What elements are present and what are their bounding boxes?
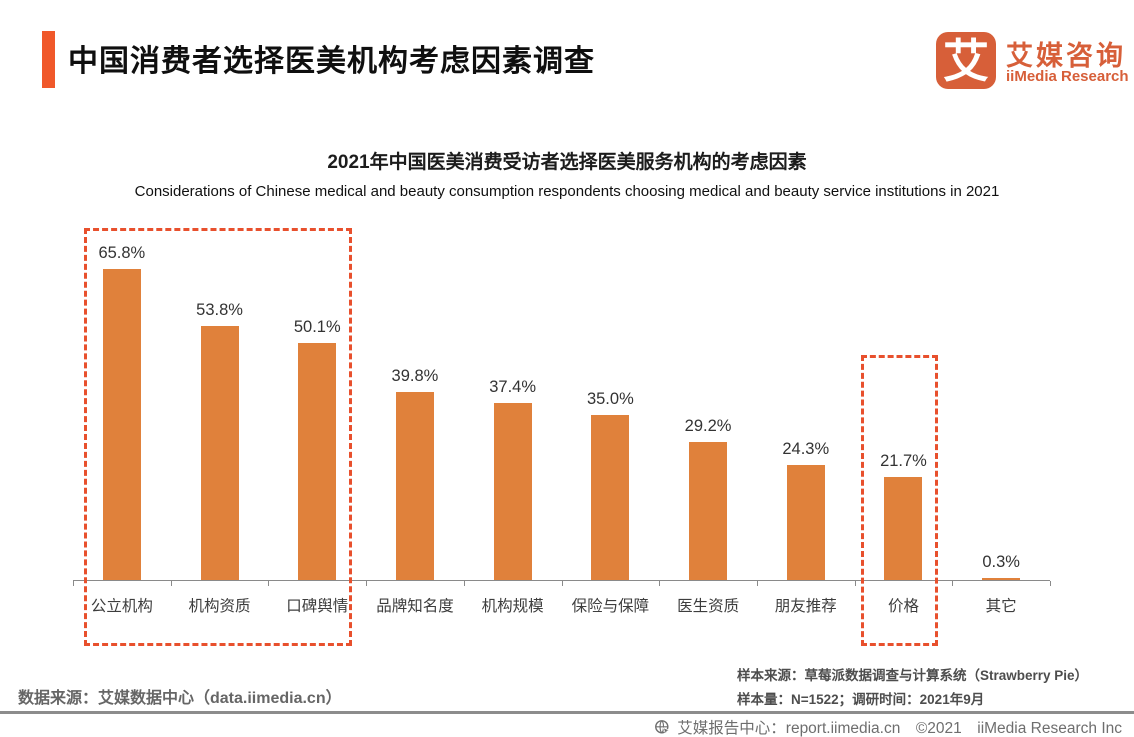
axis-tick xyxy=(756,581,758,586)
x-axis-category-labels: 公立机构 机构资质 口碑舆情 品牌知名度 机构规模 保险与保障 医生资质 朋友推荐 价格 其它 xyxy=(73,594,1050,616)
footer-credit-text: 艾媒报告中心：report.iimedia.cn ©2021 iiMedia R… xyxy=(677,720,1122,737)
bar-chart-plot-area: 65.8% 53.8% 50.1% 39.8% 37.4% 35.0% 29.2% 24.3%… xyxy=(73,244,1050,581)
logo-name-cn: 艾媒咨询 xyxy=(1006,41,1126,71)
highlight-box-price xyxy=(861,355,938,646)
iimedia-logo: 艾 艾媒咨询 iiMedia Research xyxy=(936,30,1129,92)
bar-cell: 37.4% xyxy=(464,250,562,580)
bar-value-label: 35.0% xyxy=(586,389,634,408)
axis-tick xyxy=(268,581,270,586)
bar xyxy=(884,477,923,580)
bar xyxy=(102,268,141,580)
bar-value-label: 53.8% xyxy=(196,300,243,319)
bar xyxy=(689,441,728,580)
bar-value-label: 29.2% xyxy=(684,416,732,435)
bar-category-label: 机构规模 xyxy=(481,598,544,615)
bar-value-label: 65.8% xyxy=(98,243,146,262)
bar-category-label: 机构资质 xyxy=(188,598,251,615)
bar-value-label: 39.8% xyxy=(391,366,439,385)
chart-title: 2021年中国医美消费受访者选择医美服务机构的考虑因素 xyxy=(327,152,807,173)
sample-source-note: 样本来源：草莓派数据调查与计算系统（Strawberry Pie） xyxy=(737,668,1089,683)
axis-tick xyxy=(561,581,563,586)
bar-category-label: 价格 xyxy=(887,598,919,615)
bar-value-label: 21.7% xyxy=(880,452,927,471)
bar-cell: 50.1% xyxy=(268,250,366,580)
bar-value-label: 24.3% xyxy=(782,440,830,459)
bar xyxy=(786,465,825,580)
title-accent-bar xyxy=(42,31,55,88)
footer-credit: 艾媒报告中心：report.iimedia.cn ©2021 iiMedia R… xyxy=(654,716,1122,737)
bar-category-label: 品牌知名度 xyxy=(376,598,454,615)
axis-tick xyxy=(854,581,856,586)
axis-tick xyxy=(659,581,661,586)
page-title: 中国消费者选择医美机构考虑因素调查 xyxy=(68,45,595,78)
bar-category-label: 保险与保障 xyxy=(571,598,650,615)
bar xyxy=(591,414,630,580)
axis-tick xyxy=(463,581,465,586)
axis-tick xyxy=(170,581,172,586)
bar-cell: 24.3% xyxy=(757,250,855,580)
globe-cursor-icon xyxy=(655,719,671,735)
bar-cell: 0.3% xyxy=(952,250,1050,580)
bar-value-label: 0.3% xyxy=(982,553,1020,571)
iimedia-logo-icon: 艾 xyxy=(936,32,996,89)
bar-cell: 39.8% xyxy=(366,250,464,580)
bar-category-label: 口碑舆情 xyxy=(286,598,349,615)
x-axis-ticks xyxy=(73,581,1051,587)
bar-category-label: 其它 xyxy=(985,598,1017,615)
bar-value-label: 50.1% xyxy=(293,318,341,337)
chart-subtitle: Considerations of Chinese medical and be… xyxy=(134,183,1000,200)
highlight-box-top3-factors xyxy=(84,228,352,646)
bar-category-label: 医生资质 xyxy=(677,598,740,615)
data-source-note: 数据来源：艾媒数据中心（data.iimedia.cn） xyxy=(18,690,342,707)
axis-tick xyxy=(1050,581,1051,586)
bar xyxy=(395,391,434,580)
footer-divider xyxy=(0,711,1134,714)
sample-info-note: 样本量：N=1522；调研时间：2021年9月 xyxy=(737,692,985,707)
axis-tick xyxy=(366,581,368,586)
axis-tick xyxy=(73,581,74,586)
bar-cell: 65.8% xyxy=(73,244,171,580)
bar-cell: 53.8% xyxy=(171,250,269,580)
axis-tick xyxy=(952,581,954,586)
bar-value-label: 37.4% xyxy=(489,378,537,397)
logo-name-en: iiMedia Research xyxy=(1006,68,1129,85)
bar xyxy=(298,343,337,580)
bar-cell: 29.2% xyxy=(659,250,757,580)
bar-category-label: 朋友推荐 xyxy=(774,598,837,615)
bar-cell: 35.0% xyxy=(562,250,660,580)
bar-cell: 21.7% xyxy=(855,250,953,580)
bar xyxy=(982,578,1021,580)
bar xyxy=(200,325,239,580)
bar-category-label: 公立机构 xyxy=(90,598,153,615)
bar xyxy=(493,403,532,580)
